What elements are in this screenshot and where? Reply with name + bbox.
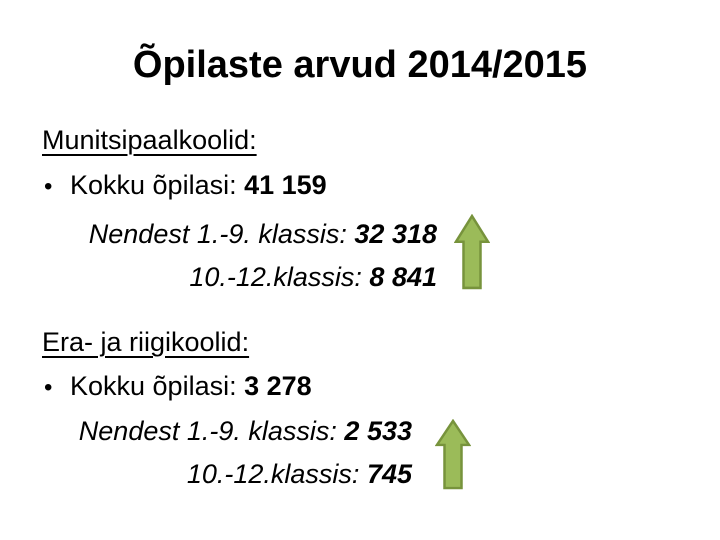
slide-title: Õpilaste arvud 2014/2015 [132, 44, 588, 86]
private-grades-10-12-value: 745 [366, 459, 412, 489]
municipal-grades-1-9-value: 32 318 [354, 219, 437, 249]
private-grades-1-9-value: 2 533 [344, 416, 412, 446]
bullet-icon: • [44, 173, 53, 200]
private-grades-1-9-line: Nendest 1.-9. klassis: 2 533 [0, 414, 412, 449]
private-total-label: Kokku õpilasi: [70, 371, 237, 401]
municipal-grades-1-9-line: Nendest 1.-9. klassis: 32 318 [0, 217, 437, 252]
private-grades-10-12-line: 10.-12.klassis: 745 [0, 457, 412, 492]
municipal-total-line: • Kokku õpilasi: 41 159 [44, 168, 327, 204]
municipal-total-label: Kokku õpilasi: [70, 170, 237, 200]
private-grades-1-9-label: Nendest 1.-9. klassis: [78, 416, 337, 446]
section-heading-private-state-schools: Era- ja riigikoolid: [42, 327, 250, 357]
up-arrow-icon [435, 419, 471, 490]
municipal-grades-1-9-label: Nendest 1.-9. klassis: [88, 219, 347, 249]
bullet-icon: • [44, 374, 53, 401]
municipal-total-value: 41 159 [244, 170, 327, 200]
up-arrow-shape [435, 419, 471, 490]
section-heading-municipal-schools: Munitsipaalkoolid: [42, 125, 257, 155]
private-grades-10-12-label: 10.-12.klassis: [186, 459, 360, 489]
private-total-line: • Kokku õpilasi: 3 278 [44, 369, 312, 405]
municipal-grades-10-12-label: 10.-12.klassis: [189, 262, 362, 292]
private-total-value: 3 278 [244, 371, 312, 401]
municipal-grades-10-12-line: 10.-12.klassis: 8 841 [0, 260, 437, 295]
municipal-grades-10-12-value: 8 841 [369, 262, 437, 292]
up-arrow-icon [454, 214, 490, 290]
up-arrow-shape [454, 214, 490, 290]
